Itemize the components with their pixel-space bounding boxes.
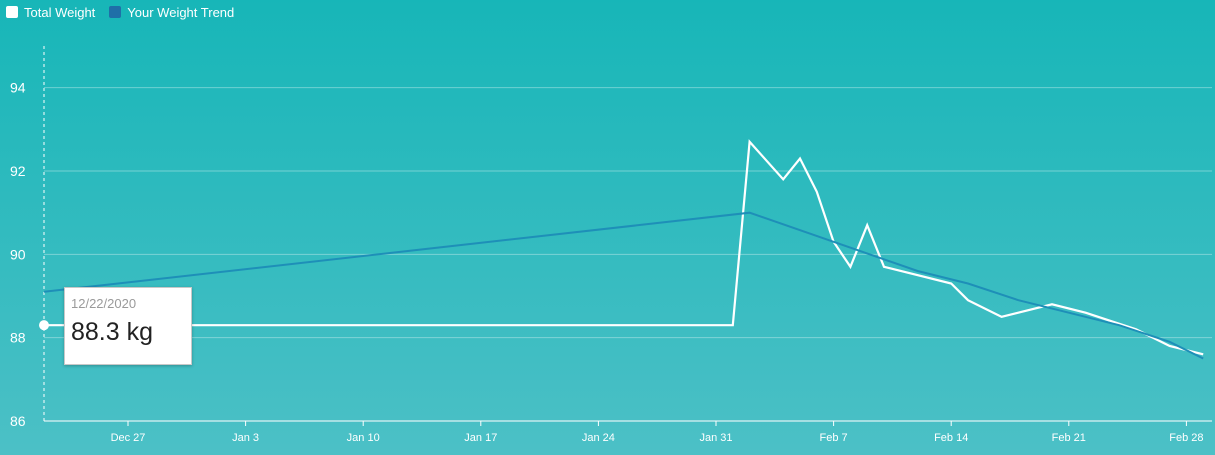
x-tick-label: Jan 31: [699, 432, 732, 444]
legend-item-total-weight[interactable]: Total Weight: [6, 5, 95, 20]
y-tick-label: 88: [10, 330, 26, 346]
legend-label-total-weight: Total Weight: [24, 4, 96, 20]
y-tick-label: 94: [10, 80, 26, 96]
x-tick-label: Feb 28: [1169, 432, 1203, 444]
tooltip: 12/22/2020 88.3 kg: [64, 287, 192, 365]
x-tick-label: Jan 10: [347, 432, 380, 444]
x-tick-label: Feb 21: [1052, 432, 1086, 444]
chart-legend: Total Weight Your Weight Trend: [6, 3, 234, 21]
tooltip-date: 12/22/2020: [71, 296, 137, 311]
x-tick-label: Jan 24: [582, 432, 615, 444]
y-tick-label: 92: [10, 163, 26, 179]
x-tick-label: Feb 14: [934, 432, 968, 444]
highlight-point: [39, 320, 49, 331]
y-tick-label: 86: [10, 413, 26, 429]
x-tick-label: Jan 3: [232, 432, 259, 444]
legend-label-weight-trend: Your Weight Trend: [127, 4, 235, 20]
x-tick-label: Dec 27: [111, 432, 146, 444]
y-tick-label: 90: [10, 246, 26, 262]
total-weight-line: [44, 139, 1204, 356]
legend-swatch-total-weight: [6, 6, 18, 18]
weight-trend-line: [43, 211, 1204, 360]
legend-item-weight-trend[interactable]: Your Weight Trend: [109, 5, 234, 20]
x-tick-label: Jan 17: [464, 432, 497, 444]
tooltip-value: 88.3 kg: [71, 318, 154, 346]
legend-swatch-weight-trend: [109, 6, 122, 18]
x-tick-label: Feb 7: [820, 432, 848, 444]
